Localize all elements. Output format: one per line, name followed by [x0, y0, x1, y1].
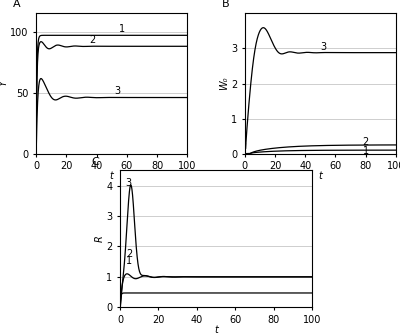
Text: 1: 1	[126, 256, 132, 266]
X-axis label: t: t	[318, 171, 322, 181]
Text: C: C	[91, 157, 99, 167]
Text: 2: 2	[363, 137, 369, 147]
Text: 1: 1	[119, 24, 125, 34]
Y-axis label: R: R	[95, 235, 105, 242]
Text: 3: 3	[115, 87, 121, 97]
Y-axis label: Y: Y	[0, 80, 8, 87]
X-axis label: t: t	[214, 325, 218, 334]
Text: 1: 1	[363, 146, 369, 156]
Text: 2: 2	[126, 249, 132, 259]
Text: A: A	[13, 0, 21, 9]
Y-axis label: W₀: W₀	[220, 77, 230, 90]
Text: 2: 2	[89, 35, 95, 45]
Text: 3: 3	[126, 177, 132, 187]
Text: 3: 3	[320, 42, 326, 52]
X-axis label: t: t	[110, 171, 114, 181]
Text: B: B	[222, 0, 230, 9]
